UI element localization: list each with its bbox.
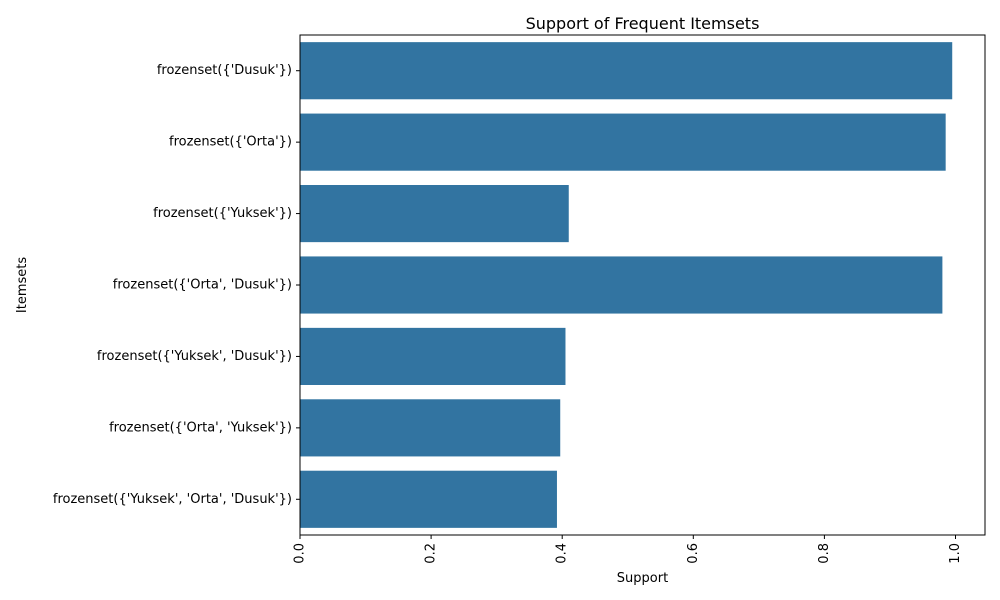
bar-1	[300, 113, 946, 171]
y-tick-label: frozenset({'Orta', 'Yuksek'})	[109, 420, 292, 435]
bar-2	[300, 185, 569, 243]
y-tick-label: frozenset({'Yuksek'})	[153, 206, 292, 221]
x-axis-ticks: 0.0 0.2 0.4 0.6 0.8 1.0	[293, 535, 963, 564]
x-tick-label: 0.4	[555, 543, 570, 564]
chart-title: Support of Frequent Itemsets	[526, 14, 760, 33]
y-tick-label: frozenset({'Orta', 'Dusuk'})	[113, 278, 292, 293]
y-tick-label: frozenset({'Yuksek', 'Orta', 'Dusuk'})	[53, 492, 292, 507]
y-axis-ticks: frozenset({'Dusuk'}) frozenset({'Orta'}) f…	[53, 63, 300, 507]
bar-3	[300, 256, 943, 314]
x-tick-label: 0.0	[293, 543, 308, 564]
plot-frame	[299, 34, 986, 536]
y-tick-label: frozenset({'Orta'})	[169, 135, 292, 150]
x-tick-label: 0.2	[424, 543, 439, 564]
y-tick-label: frozenset({'Yuksek', 'Dusuk'})	[97, 349, 292, 364]
y-axis-label: Itemsets	[15, 257, 30, 313]
bar-0	[300, 42, 953, 100]
x-tick-label: 0.6	[686, 543, 701, 564]
bar-4	[300, 327, 566, 385]
x-tick-label: 0.8	[817, 543, 832, 564]
bars-layer	[300, 42, 953, 528]
bar-6	[300, 470, 557, 528]
x-tick-label: 1.0	[948, 543, 963, 564]
bar-5	[300, 399, 561, 457]
y-tick-label: frozenset({'Dusuk'})	[157, 63, 292, 78]
x-axis-label: Support	[617, 571, 668, 586]
